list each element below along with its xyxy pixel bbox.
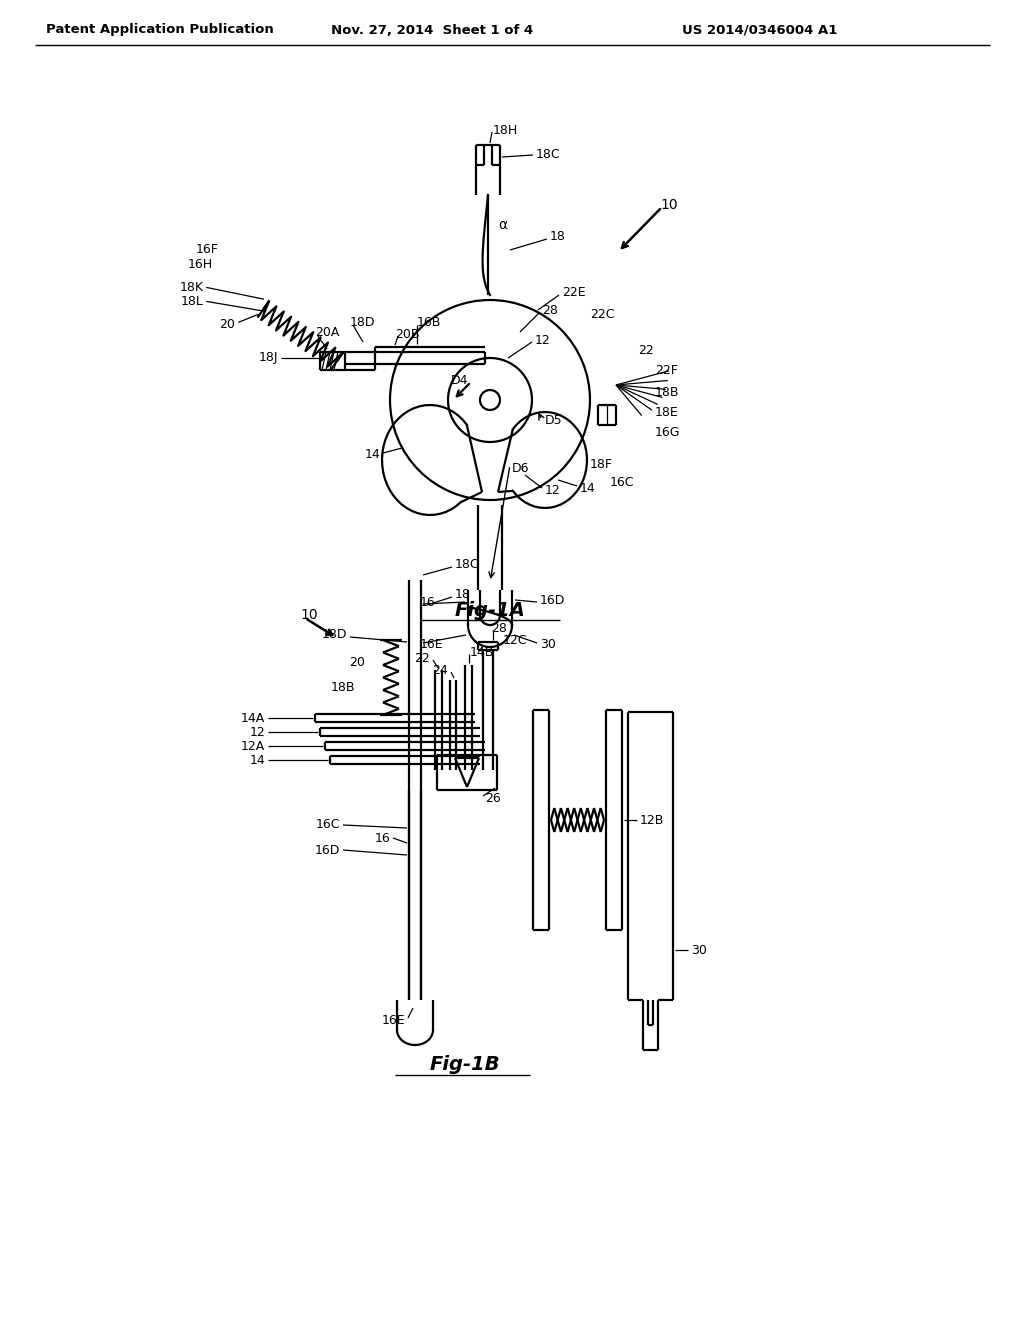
Text: 18E: 18E (655, 405, 679, 418)
Text: 16F: 16F (196, 243, 218, 256)
Text: 22C: 22C (590, 309, 614, 322)
Text: 12: 12 (535, 334, 551, 346)
Text: 12C: 12C (503, 634, 527, 647)
Text: 16H: 16H (188, 257, 213, 271)
Text: 12: 12 (545, 483, 561, 496)
Text: 22: 22 (638, 343, 653, 356)
Text: α: α (498, 218, 507, 232)
Text: 20A: 20A (315, 326, 339, 339)
Text: 20B: 20B (395, 327, 420, 341)
Text: 12: 12 (249, 726, 265, 738)
Text: 14: 14 (365, 449, 380, 462)
Text: 18J: 18J (258, 351, 278, 364)
Text: 20: 20 (219, 318, 236, 331)
Text: 16D: 16D (540, 594, 565, 606)
Text: 18C: 18C (455, 558, 479, 572)
Text: 28: 28 (490, 622, 507, 635)
Text: 12B: 12B (640, 813, 665, 826)
Text: 18H: 18H (493, 124, 518, 136)
Text: 18C: 18C (536, 149, 560, 161)
Text: 18L: 18L (180, 294, 204, 308)
Text: Fig-1A: Fig-1A (455, 601, 525, 619)
Text: D5: D5 (545, 413, 562, 426)
Text: 16E: 16E (420, 639, 443, 652)
Text: 18F: 18F (590, 458, 613, 471)
Text: 16: 16 (420, 595, 436, 609)
Text: 10: 10 (300, 609, 317, 622)
Text: 18B: 18B (331, 681, 355, 694)
Text: 16G: 16G (655, 425, 681, 438)
Text: 12A: 12A (241, 739, 265, 752)
Text: US 2014/0346004 A1: US 2014/0346004 A1 (682, 24, 838, 37)
Text: 28: 28 (542, 304, 558, 317)
Text: 16E: 16E (381, 1014, 406, 1027)
Text: 18K: 18K (179, 281, 204, 294)
Text: 26: 26 (485, 792, 501, 804)
Text: 14: 14 (580, 482, 596, 495)
Text: D4: D4 (451, 374, 468, 387)
Text: 18D: 18D (350, 315, 376, 329)
Text: Nov. 27, 2014  Sheet 1 of 4: Nov. 27, 2014 Sheet 1 of 4 (331, 24, 534, 37)
Text: 30: 30 (691, 944, 707, 957)
Text: 30: 30 (540, 639, 556, 652)
Text: Patent Application Publication: Patent Application Publication (46, 24, 273, 37)
Text: Fig-1B: Fig-1B (430, 1056, 501, 1074)
Text: 16B: 16B (417, 315, 441, 329)
Text: 22F: 22F (655, 363, 678, 376)
Text: 18: 18 (550, 231, 566, 243)
Text: 22E: 22E (562, 285, 586, 298)
Text: 18: 18 (455, 589, 471, 602)
Text: D6: D6 (512, 462, 529, 474)
Text: 20: 20 (349, 656, 365, 669)
Text: 14: 14 (249, 754, 265, 767)
Text: 14B: 14B (470, 645, 495, 659)
Text: 16D: 16D (314, 843, 340, 857)
Text: 16: 16 (374, 832, 390, 845)
Text: 18D: 18D (322, 628, 347, 642)
Text: 16C: 16C (610, 475, 635, 488)
Text: 16C: 16C (315, 818, 340, 832)
Text: 14A: 14A (241, 711, 265, 725)
Text: 10: 10 (660, 198, 678, 213)
Text: 18B: 18B (655, 385, 680, 399)
Text: 24: 24 (432, 664, 449, 676)
Text: 22: 22 (415, 652, 430, 664)
